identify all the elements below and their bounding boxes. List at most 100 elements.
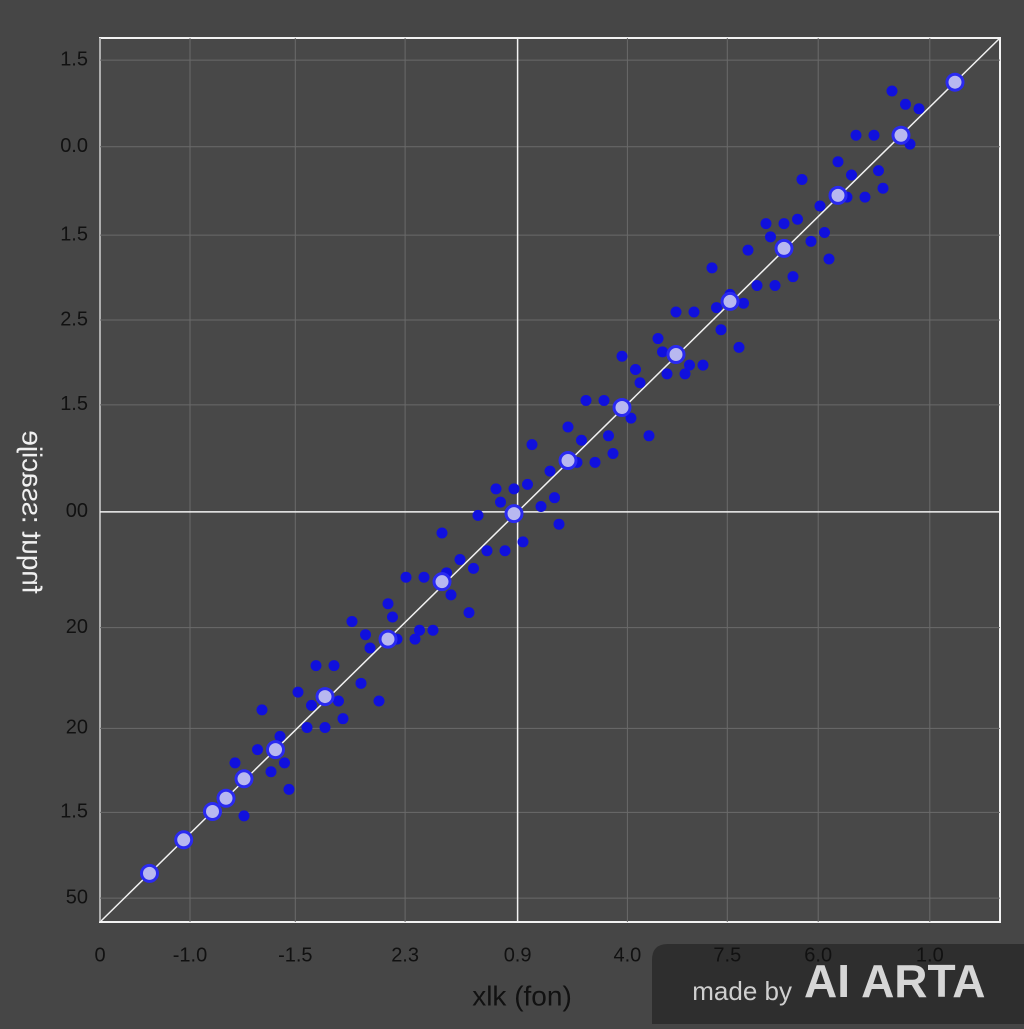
- scatter-point: [850, 129, 862, 141]
- scatter-point: [481, 545, 493, 557]
- scatter-point: [463, 607, 475, 619]
- scatter-point: [886, 85, 898, 97]
- scatter-point: [657, 346, 668, 358]
- scatter-point: [787, 271, 799, 283]
- scatter-point: [742, 244, 754, 256]
- scatter-point: [378, 629, 398, 649]
- scatter-point: [828, 185, 848, 205]
- scatter-point: [720, 291, 740, 311]
- scatter-point: [414, 624, 425, 636]
- scatter-point: [508, 483, 520, 495]
- scatter-point: [823, 253, 835, 265]
- scatter-point: [612, 398, 632, 418]
- scatter-point: [274, 730, 286, 742]
- scatter-point: [873, 165, 884, 177]
- scatter-point: [306, 699, 317, 711]
- scatter-point: [576, 434, 587, 446]
- marks: [140, 72, 965, 883]
- scatter-point: [751, 280, 763, 292]
- x-tick-label: -1.0: [173, 944, 207, 966]
- scatter-point: [360, 629, 371, 641]
- scatter-point: [418, 571, 430, 583]
- scatter-point: [432, 572, 452, 592]
- scatter-point: [315, 687, 335, 707]
- y-tick-label: 1.5: [60, 801, 88, 823]
- scatter-point: [760, 218, 772, 230]
- scatter-point: [522, 478, 533, 490]
- y-tick-label: 20: [66, 616, 88, 638]
- scatter-point: [504, 504, 524, 524]
- y-tick-label: 2.5: [60, 308, 88, 330]
- scatter-point: [832, 156, 844, 168]
- scatter-point: [355, 677, 367, 689]
- scatter-point: [607, 447, 619, 459]
- scatter-point: [337, 713, 349, 725]
- scatter-point: [265, 766, 277, 778]
- x-tick-label: 2.3: [391, 944, 419, 966]
- scatter-point: [174, 830, 194, 850]
- scatter-point: [238, 810, 250, 822]
- x-tick-label: 6.0: [804, 944, 832, 966]
- scatter-point: [499, 545, 511, 557]
- scatter-point: [580, 394, 592, 406]
- y-tick-label: 1.5: [60, 393, 88, 415]
- scatter-point: [553, 518, 565, 530]
- scatter-point: [643, 430, 655, 442]
- scatter-point: [769, 280, 781, 292]
- scatter-point: [616, 350, 628, 362]
- watermark-prefix: made by: [692, 976, 792, 1006]
- scatter-point: [891, 125, 911, 145]
- scatter-point: [652, 333, 664, 345]
- scatter-point: [688, 306, 700, 318]
- scatter-point: [346, 615, 358, 627]
- scatter-point: [558, 451, 578, 471]
- scatter-point: [796, 173, 808, 185]
- watermark: made by AI ARTA: [652, 944, 1024, 1024]
- x-tick-label: 7.5: [713, 944, 741, 966]
- y-tick-label: 1.5: [60, 48, 88, 70]
- x-tick-label: 1.0: [916, 944, 944, 966]
- scatter-point: [603, 430, 614, 442]
- scatter-point: [526, 439, 538, 451]
- scatter-point: [792, 213, 803, 225]
- scatter-point: [517, 536, 529, 548]
- scatter-point: [625, 412, 637, 424]
- scatter-point: [814, 200, 826, 212]
- x-tick-label: 4.0: [613, 944, 641, 966]
- scatter-point: [900, 98, 911, 110]
- scatter-point: [387, 611, 398, 623]
- scatter-point: [913, 103, 925, 115]
- watermark-brand: AI ARTA: [804, 955, 985, 1007]
- scatter-point: [279, 757, 290, 769]
- scatter-point: [495, 496, 506, 508]
- scatter-point: [634, 377, 646, 389]
- scatter-point: [697, 359, 709, 371]
- scatter-point: [535, 501, 547, 513]
- scatter-point: [765, 231, 776, 243]
- scatter-point: [283, 783, 295, 795]
- scatter-point: [945, 72, 965, 92]
- y-axis-label: fnqut :ssacije: [17, 430, 48, 593]
- scatter-point: [684, 359, 695, 371]
- scatter-point: [301, 722, 313, 734]
- scatter-point: [715, 324, 727, 336]
- scatter-point: [738, 297, 749, 309]
- scatter-point: [256, 704, 268, 716]
- scatter-point: [140, 863, 159, 883]
- scatter-point: [859, 191, 871, 203]
- scatter-point: [409, 633, 421, 645]
- grid: [99, 37, 1001, 923]
- scatter-point: [630, 364, 641, 375]
- scatter-point: [868, 129, 880, 141]
- scatter-point: [436, 527, 448, 539]
- scatter-point: [774, 238, 794, 258]
- scatter-point: [234, 769, 254, 789]
- scatter-point: [544, 465, 556, 477]
- scatter-point: [877, 182, 889, 194]
- scatter-point: [427, 624, 439, 636]
- scatter-point: [292, 686, 304, 698]
- scatter-point: [328, 660, 340, 672]
- watermark-box: [652, 944, 1024, 1024]
- scatter-point: [364, 642, 376, 654]
